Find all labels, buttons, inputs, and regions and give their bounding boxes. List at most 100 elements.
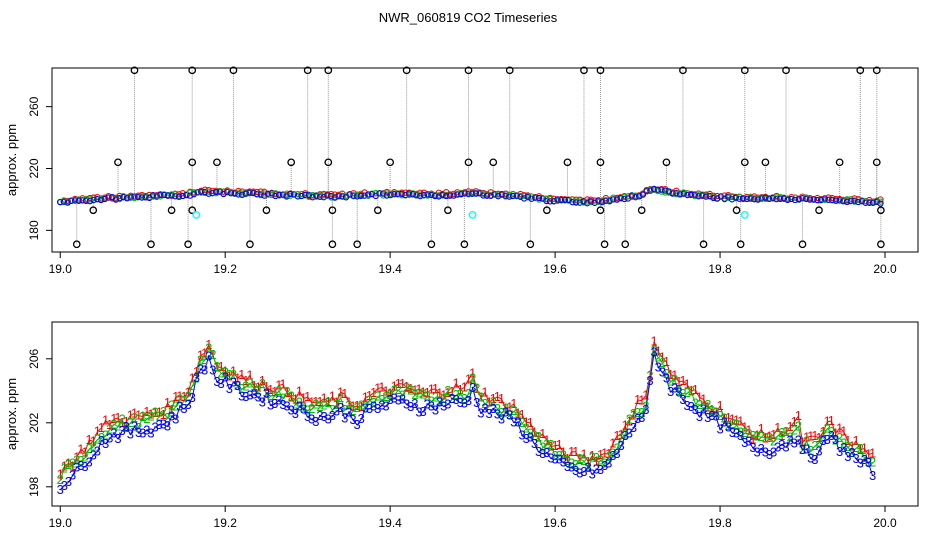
flagged-point (600, 240, 609, 249)
series-3-point: 3 (741, 435, 748, 450)
series-point (855, 198, 862, 206)
y-tick-label: 260 (27, 96, 41, 116)
series-3-point: 3 (230, 374, 237, 389)
series-point (639, 191, 647, 198)
series-2-point: 2 (745, 426, 752, 441)
series-1-point: 1 (865, 446, 872, 461)
series-3-point: 3 (312, 414, 319, 429)
series-2-point: 2 (362, 398, 369, 413)
series-3-point: 3 (502, 405, 509, 420)
series-3-point: 3 (758, 441, 765, 456)
series-3-point: 3 (304, 409, 311, 424)
series-2-point: 2 (349, 403, 356, 418)
series-2-point: 2 (762, 430, 769, 445)
series-1-point: 1 (61, 458, 68, 473)
series-3-point: 3 (597, 462, 604, 477)
series-2-point: 2 (646, 368, 653, 383)
series-3-point: 3 (811, 452, 818, 467)
series-2-point: 2 (613, 441, 620, 456)
series-1-point: 1 (840, 424, 847, 439)
series-3-point: 3 (716, 422, 723, 437)
flagged-point (543, 206, 551, 215)
series-1-point: 1 (370, 385, 377, 400)
series-2-point: 2 (292, 397, 299, 412)
series-point (354, 191, 361, 198)
flagged-point (114, 158, 122, 167)
series-point (832, 197, 840, 204)
series-2-point: 2 (824, 421, 831, 436)
series-1-point: 1 (683, 376, 690, 391)
series-1-point: 1 (531, 424, 538, 439)
series-point (602, 197, 609, 204)
series-3-point: 3 (564, 459, 571, 474)
flagged-point (72, 240, 81, 249)
series-point (695, 193, 702, 200)
series-point (810, 196, 817, 203)
x-tick-label: 20.0 (873, 516, 897, 530)
series-2-point: 2 (626, 412, 633, 427)
series-point (446, 192, 454, 199)
series-point (394, 191, 402, 198)
series-1-point: 1 (634, 392, 641, 407)
series-point (186, 189, 194, 196)
series-point (535, 194, 543, 202)
series-1-point: 1 (506, 399, 513, 414)
series-2-point: 2 (535, 429, 542, 444)
series-3-point: 3 (242, 389, 249, 404)
series-3-point: 3 (205, 348, 212, 363)
series-point (383, 192, 391, 199)
series-2-point: 2 (659, 355, 666, 370)
series-point (309, 194, 316, 201)
series-1-point: 1 (341, 386, 348, 401)
series-1-point: 1 (754, 428, 761, 443)
series-3-point: 3 (432, 402, 439, 417)
series-point (391, 191, 398, 198)
series-1-point: 1 (630, 408, 637, 423)
series-3-point: 3 (733, 425, 740, 440)
flagged-point (877, 240, 885, 249)
series-point (647, 187, 654, 194)
series-point (829, 196, 836, 204)
series-1-point: 1 (836, 420, 843, 435)
series-point (465, 190, 472, 197)
series-3-point: 3 (535, 444, 542, 459)
series-3-point: 3 (749, 440, 756, 455)
series-3-point: 3 (683, 398, 690, 413)
series-1-point: 1 (85, 432, 92, 447)
series-3-point: 3 (300, 401, 307, 416)
series-3-point: 3 (609, 448, 616, 463)
series-2-point: 2 (453, 387, 460, 402)
series-2-point: 2 (518, 415, 525, 430)
series-2-point: 2 (304, 403, 311, 418)
series-2-point: 2 (217, 365, 224, 380)
series-1-point: 1 (135, 408, 142, 423)
series-2-point: 2 (184, 389, 191, 404)
series-point (428, 191, 435, 199)
series-point (517, 193, 524, 200)
series-2-point: 2 (432, 390, 439, 405)
series-2-point: 2 (481, 396, 488, 411)
flagged-point (287, 158, 296, 167)
series-point (491, 191, 498, 198)
series-point (90, 194, 97, 202)
y-tick-label: 220 (27, 158, 41, 178)
x-tick-label: 19.6 (543, 262, 567, 276)
series-3-point: 3 (712, 409, 719, 424)
series-1-point: 1 (205, 337, 212, 352)
series-3-point: 3 (869, 468, 876, 483)
series-2-point: 2 (799, 442, 806, 457)
series-3-point: 3 (296, 399, 303, 414)
flagged-point (761, 158, 770, 167)
series-1-point: 1 (201, 345, 208, 360)
series-1-point: 1 (432, 381, 439, 396)
bottom-data-points: 1111111111111111111111111111111111111111… (57, 333, 877, 496)
series-2-point: 2 (440, 391, 447, 406)
series-1-point: 1 (721, 410, 728, 425)
series-3-point: 3 (638, 410, 645, 425)
flagged-point (386, 158, 395, 167)
x-tick-label: 19.8 (708, 262, 732, 276)
flagged-point (184, 240, 192, 249)
series-1-point: 1 (448, 384, 455, 399)
series-3-point: 3 (688, 399, 695, 414)
series-2-point: 2 (415, 385, 422, 400)
